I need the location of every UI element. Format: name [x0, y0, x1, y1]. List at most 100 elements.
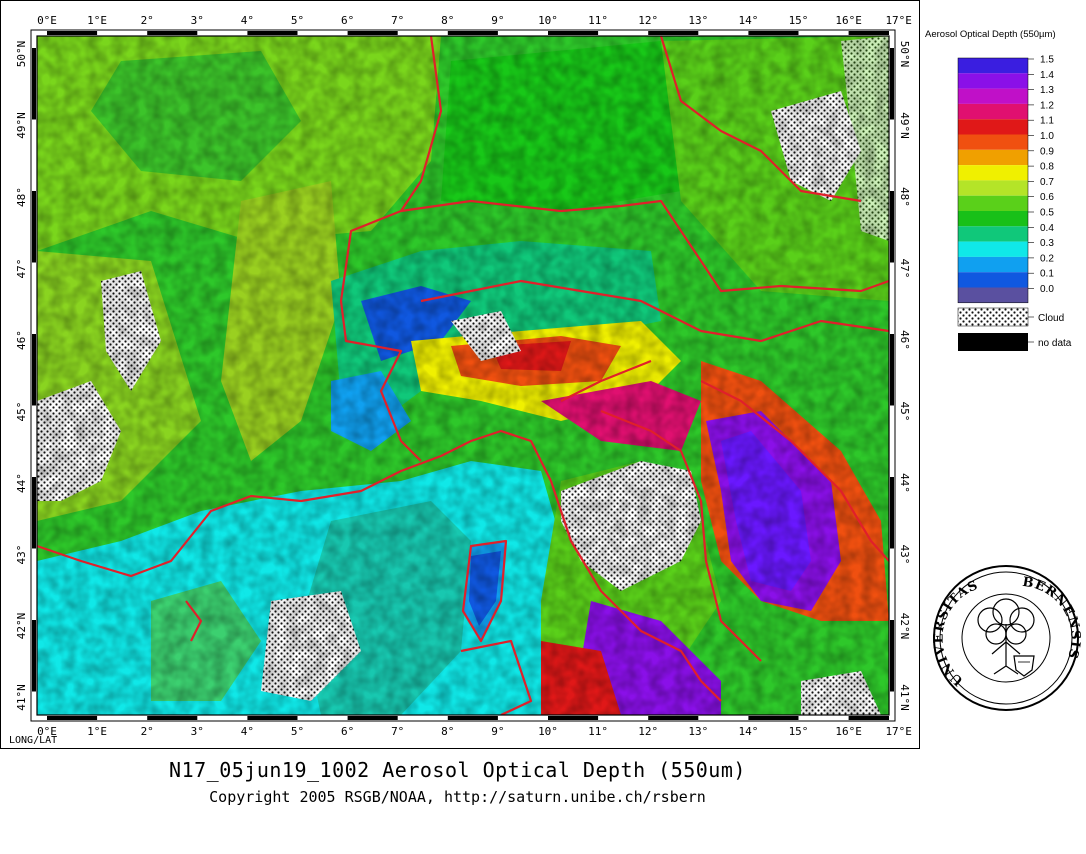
legend-title: Aerosol Optical Depth (550µm)	[925, 29, 1056, 40]
lon-label-bottom: 15°	[789, 725, 809, 738]
legend-swatch	[958, 119, 1028, 135]
border-alps-south	[420, 279, 889, 343]
aod-legend: 1.5 1.4 1.3 1.2 1.1 1.0 0.9 0.8 0.7 0.6 0.5 0.4 0.3 0…	[957, 55, 1072, 351]
legend-value-label: 0.5	[1040, 208, 1054, 219]
lat-label-right: 42°N	[898, 613, 911, 640]
seal-tree-icon	[977, 598, 1035, 677]
lon-label-bottom: 0°E	[37, 725, 57, 738]
coastline-italy-east	[600, 409, 762, 662]
longitude-labels-top: 0°E 1°E 2° 3° 4° 5° 6° 7° 8° 9° 10° 11° 12° 13° 14° 15°…	[37, 14, 912, 27]
legend-swatch	[958, 103, 1028, 120]
coastline-gulf	[185, 600, 203, 642]
lat-label-left: 43°	[15, 545, 28, 565]
lat-label-left: 48°	[15, 187, 28, 207]
legend-value-label: 1.2	[1040, 100, 1054, 111]
latitude-labels-right: 50°N 49°N 48° 47° 46° 45° 44° 43° 42°N 41°N	[898, 41, 911, 711]
borders	[37, 36, 889, 715]
legend-value-label: 1.5	[1040, 55, 1054, 66]
legend-value-label: 0.2	[1040, 253, 1054, 264]
lat-label-right: 50°N	[898, 41, 911, 68]
legend-value-label: 0.9	[1040, 146, 1054, 157]
lon-label-top: 3°	[191, 14, 204, 27]
legend-color-scale: 1.5 1.4 1.3 1.2 1.1 1.0 0.9 0.8 0.7 0.6 0.5 0.4 0.3 0…	[957, 55, 1054, 304]
border-austria-north	[400, 199, 889, 293]
legend-swatch	[958, 211, 1028, 227]
legend-swatch	[958, 180, 1028, 196]
border-czech	[659, 36, 862, 203]
legend-value-label: 1.4	[1040, 70, 1054, 81]
lon-label-top: 2°	[141, 14, 154, 27]
lon-label-bottom: 5°	[291, 725, 304, 738]
legend-value-label: 0.1	[1040, 269, 1054, 280]
lat-label-left: 45°	[15, 402, 28, 422]
legend-value-label: 1.1	[1040, 116, 1054, 127]
map-graticule-frame	[30, 29, 896, 722]
legend-swatch	[958, 88, 1028, 104]
coastline-sardinia	[460, 639, 533, 715]
lat-label-left: 46°	[15, 330, 28, 350]
legend-value-label: 0.7	[1040, 177, 1054, 188]
lon-label-bottom: 11°	[588, 725, 608, 738]
longitude-labels-bottom: 0°E 1°E 2° 3° 4° 5° 6° 7° 8° 9° 10° 11° 12° 13° 14° 15°…	[37, 725, 912, 738]
lon-label-top: 0°E	[37, 14, 57, 27]
lon-label-top: 1°E	[87, 14, 107, 27]
lon-label-bottom: 1°E	[87, 725, 107, 738]
legend-value-label: 1.3	[1040, 85, 1054, 96]
lat-label-left: 50°N	[15, 41, 28, 68]
university-seal-logo: UNIVERSITAS BERNENSIS	[932, 565, 1082, 711]
lon-label-bottom: 3°	[191, 725, 204, 738]
legend-swatch	[958, 226, 1028, 242]
lat-label-left: 49°N	[15, 112, 28, 139]
lon-label-top: 6°	[341, 14, 354, 27]
lon-label-bottom: 10°	[538, 725, 558, 738]
lat-label-right: 45°	[898, 402, 911, 422]
lon-label-top: 15°	[789, 14, 809, 27]
legend-swatch	[958, 134, 1028, 150]
border-france-east	[339, 36, 443, 462]
map-frame: 0°E 1°E 2° 3° 4° 5° 6° 7° 8° 9° 10° 11° 12° 13° 14° 15°…	[0, 0, 920, 749]
page-title: N17_05jun19_1002 Aerosol Optical Depth (…	[169, 758, 746, 782]
legend-swatch	[958, 165, 1028, 181]
aod-map[interactable]: 0°E 1°E 2° 3° 4° 5° 6° 7° 8° 9° 10° 11° 12° 13° 14° 15°…	[1, 1, 921, 750]
lon-label-top: 9°	[491, 14, 504, 27]
lon-label-bottom: 8°	[441, 725, 454, 738]
legend-value-label: 0.6	[1040, 192, 1054, 203]
latitude-labels-left: 50°N 49°N 48° 47° 46° 45° 44° 43° 42°N 41°N	[15, 41, 28, 711]
coastline-north-med	[37, 429, 722, 702]
lon-label-top: 12°	[638, 14, 658, 27]
lat-label-right: 44°	[898, 473, 911, 493]
lon-label-top: 11°	[588, 14, 608, 27]
lon-label-top: 13°	[688, 14, 708, 27]
lat-label-left: 42°N	[15, 613, 28, 640]
map-body	[37, 36, 889, 715]
lat-label-right: 48°	[898, 187, 911, 207]
legend-swatch	[958, 58, 1028, 74]
legend-swatch	[958, 149, 1028, 166]
legend-cloud-label: Cloud	[1038, 313, 1064, 324]
map-texture	[37, 36, 889, 715]
legend-swatch	[958, 241, 1028, 257]
legend-value-label: 0.0	[1040, 284, 1054, 295]
lon-label-top: 5°	[291, 14, 304, 27]
legend-nodata-swatch	[958, 333, 1028, 351]
lon-label-top: 8°	[441, 14, 454, 27]
lon-label-bottom: 17°E	[885, 725, 912, 738]
lat-label-left: 44°	[15, 473, 28, 493]
lon-label-bottom: 9°	[491, 725, 504, 738]
lon-label-top: 17°E	[885, 14, 912, 27]
legend-cloud-entry: Cloud	[957, 307, 1064, 327]
lon-label-top: 14°	[738, 14, 758, 27]
lon-label-bottom: 12°	[638, 725, 658, 738]
lon-label-bottom: 13°	[688, 725, 708, 738]
legend-value-label: 0.8	[1040, 162, 1054, 173]
legend-swatch	[958, 272, 1028, 288]
lon-label-bottom: 7°	[391, 725, 404, 738]
legend-swatch	[958, 195, 1028, 211]
legend-nodata-label: no data	[1038, 338, 1072, 349]
lat-label-right: 41°N	[898, 684, 911, 711]
lat-label-right: 43°	[898, 545, 911, 565]
coastline-croatia	[700, 380, 889, 562]
lat-label-left: 47°	[15, 259, 28, 279]
legend-swatch	[958, 287, 1028, 303]
legend-value-label: 0.3	[1040, 238, 1054, 249]
